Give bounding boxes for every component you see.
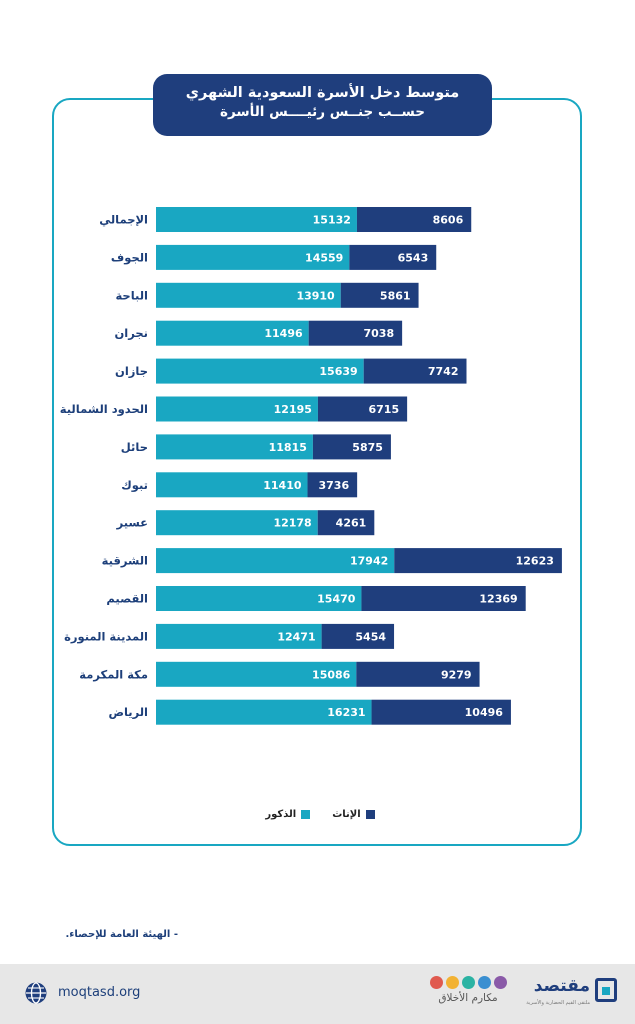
bar-male: [156, 358, 364, 384]
data-label-female: 7742: [428, 365, 459, 378]
data-label-female: 8606: [433, 214, 464, 227]
bar-female: [361, 586, 526, 611]
data-label-male: 15132: [313, 214, 351, 227]
category-label: المدينة المنورة: [64, 629, 148, 644]
moqtasd-logo-wordmark: مقتصد: [533, 976, 590, 996]
data-label-male: 11496: [264, 327, 303, 340]
chart-title-line2: حســب جنــس رئيــــس الأسرة: [220, 104, 425, 120]
bar-female: [371, 699, 511, 725]
data-label-male: 13910: [296, 289, 335, 302]
bar-male: [156, 207, 357, 232]
bar-female: [307, 472, 358, 498]
bar-female: [317, 396, 408, 422]
category-label: مكة المكرمة: [79, 667, 148, 681]
bar-male: [156, 472, 308, 498]
bar-male: [156, 661, 357, 687]
data-label-male: 11410: [263, 479, 302, 492]
category-label: الباحة: [115, 288, 148, 302]
bar-male: [156, 623, 322, 649]
category-label: الرياض: [108, 705, 148, 719]
legend-item-female: الإناث: [332, 808, 375, 820]
bar-female: [394, 548, 562, 574]
category-label: الحدود الشمالية: [60, 402, 148, 417]
bar-male: [156, 282, 341, 308]
bar-male: [156, 699, 372, 725]
data-label-female: 7038: [364, 327, 395, 340]
data-label-male: 12195: [274, 403, 312, 416]
data-label-male: 17942: [350, 555, 388, 568]
data-label-female: 6543: [398, 251, 429, 264]
data-label-female: 5875: [352, 441, 383, 454]
data-label-male: 11815: [269, 441, 307, 454]
category-label: الجوف: [111, 250, 148, 265]
makarem-logo-text: مكارم الأخلاق: [438, 992, 498, 1004]
category-label: القصيم: [106, 592, 148, 606]
data-label-male: 16231: [327, 706, 365, 719]
source-note: - الهيئة العامة للإحصاء.: [65, 929, 178, 940]
bar-female: [356, 661, 480, 687]
data-label-female: 12369: [479, 593, 517, 606]
bar-male: [156, 320, 309, 346]
bar-male: [156, 434, 313, 460]
data-label-female: 5454: [355, 630, 386, 643]
bar-male: [156, 244, 350, 270]
data-label-female: 6715: [368, 403, 399, 416]
bar-female: [356, 207, 472, 232]
legend-label-female: الإناث: [332, 808, 361, 820]
bar-female: [363, 358, 467, 384]
bar-male: [156, 510, 318, 536]
legend-swatch-female: [365, 809, 375, 819]
data-label-male: 15639: [319, 365, 357, 378]
globe-icon: [25, 982, 47, 1004]
data-label-female: 12623: [516, 555, 554, 568]
chart-title-box: متوسط دخل الأسرة السعودية الشهري حســب ج…: [153, 74, 492, 136]
bar-female: [312, 434, 391, 460]
category-label: حائل: [121, 440, 148, 454]
category-label: تبوك: [121, 478, 148, 493]
bar-male: [156, 586, 362, 611]
data-label-female: 3736: [319, 479, 350, 492]
moqtasd-logo-tagline: ملتقى القيم الحضارية والأسرية: [526, 1000, 590, 1006]
data-label-male: 12471: [277, 630, 315, 643]
data-label-male: 14559: [305, 251, 343, 264]
bar-female: [321, 623, 395, 649]
chart-legend: الإناث الذكور: [250, 806, 390, 822]
data-label-male: 15470: [317, 593, 356, 606]
bar-male: [156, 396, 318, 422]
legend-item-male: الذكور: [265, 808, 311, 820]
legend-swatch-male: [301, 809, 311, 819]
moqtasd-logo-mark: [595, 978, 617, 1002]
bar-female: [317, 510, 375, 536]
category-label: نجران: [114, 326, 148, 340]
bar-male: [156, 548, 395, 574]
chart-title-line1: متوسط دخل الأسرة السعودية الشهري: [185, 85, 460, 101]
category-label: الإجمالي: [99, 213, 148, 227]
footer-bar: moqtasd.org مكارم الأخلاق مقتصد ملتقى ال…: [0, 964, 635, 1024]
website-link[interactable]: moqtasd.org: [58, 985, 141, 1000]
moqtasd-logo: مقتصد ملتقى القيم الحضارية والأسرية: [521, 976, 617, 1012]
data-label-female: 9279: [441, 668, 472, 681]
bar-female: [340, 282, 419, 308]
category-label: الشرقية: [102, 554, 148, 568]
data-label-female: 5861: [380, 289, 411, 302]
bar-female: [308, 320, 403, 346]
data-label-female: 10496: [465, 706, 504, 719]
data-label-male: 15086: [312, 668, 351, 681]
data-label-male: 12178: [273, 517, 311, 530]
makarem-logo-dots: [422, 976, 514, 989]
legend-label-male: الذكور: [265, 808, 297, 820]
data-label-female: 4261: [336, 517, 367, 530]
category-label: عسير: [116, 516, 148, 530]
category-label: جازان: [115, 364, 148, 378]
bar-female: [349, 244, 437, 270]
makarem-logo: مكارم الأخلاق: [422, 974, 514, 1014]
